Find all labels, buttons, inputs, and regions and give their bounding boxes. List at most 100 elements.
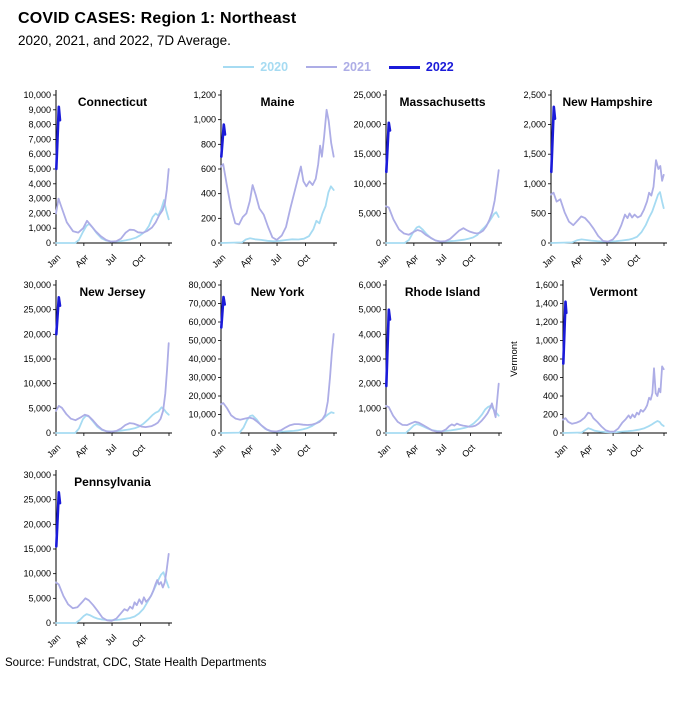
y-tick-label: 200 bbox=[201, 213, 216, 223]
y-tick-label: 30,000 bbox=[23, 280, 51, 290]
y-tick-label: 800 bbox=[543, 354, 558, 364]
y-tick-label: 0 bbox=[46, 618, 51, 628]
y-tick-label: 3,000 bbox=[358, 354, 381, 364]
legend-line-2021-icon bbox=[306, 66, 338, 68]
x-tick-label: Jan bbox=[375, 442, 392, 459]
y-tick-label: 3,000 bbox=[28, 194, 51, 204]
x-tick-label: Jan bbox=[540, 252, 557, 269]
y-tick-label: 20,000 bbox=[23, 329, 51, 339]
x-tick-label: Jul bbox=[598, 252, 613, 267]
y-tick-label: 600 bbox=[543, 373, 558, 383]
series-2020-line bbox=[220, 185, 335, 244]
y-tick-label: 15,000 bbox=[353, 149, 381, 159]
y-tick-label: 600 bbox=[201, 164, 216, 174]
page-subtitle: 2020, 2021, and 2022, 7D Average. bbox=[18, 33, 231, 48]
chart-svg-maine: 0 200 400 600 800 1,000 1,200 Jan Apr Jul Oct Maine bbox=[193, 90, 337, 270]
chart-new-york: 0 10,000 20,000 30,000 40,000 50,000 60,000 70,… bbox=[175, 275, 340, 465]
chart-massachusetts: 0 5,000 10,000 15,000 20,000 25,000 Jan Apr Jul O… bbox=[340, 85, 505, 275]
x-tick-label: Jan bbox=[375, 252, 392, 269]
y-tick-label: 400 bbox=[201, 189, 216, 199]
y-tick-label: 2,000 bbox=[358, 379, 381, 389]
y-tick-label: 4,000 bbox=[358, 329, 381, 339]
series-2021-line bbox=[55, 342, 170, 433]
y-tick-label: 1,000 bbox=[193, 115, 216, 125]
x-tick-label: Jul bbox=[433, 252, 448, 267]
y-tick-label: 5,000 bbox=[358, 305, 381, 315]
legend-label-2020: 2020 bbox=[260, 60, 289, 74]
legend-line-2020-icon bbox=[223, 66, 255, 68]
series-2020-line bbox=[562, 420, 665, 434]
y-tick-label: 400 bbox=[543, 391, 558, 401]
series-2022-line bbox=[384, 308, 392, 388]
chart-title: Pennsylvania bbox=[74, 475, 151, 489]
series-2022-line bbox=[384, 121, 392, 174]
series-2022-line bbox=[219, 295, 227, 329]
y-tick-label: 10,000 bbox=[23, 379, 51, 389]
series-2021-line bbox=[220, 333, 335, 433]
chart-new-jersey: 0 5,000 10,000 15,000 20,000 25,000 30,000 Jan A… bbox=[10, 275, 175, 465]
legend-item-2021: 2021 bbox=[306, 60, 371, 74]
legend-item-2020: 2020 bbox=[223, 60, 288, 74]
y-tick-label: 9,000 bbox=[28, 105, 51, 115]
y-tick-label: 0 bbox=[376, 428, 381, 438]
y-tick-label: 0 bbox=[46, 428, 51, 438]
legend-line-2022-icon bbox=[388, 65, 420, 69]
series-2020-line bbox=[55, 571, 170, 624]
legend: 2020 2021 2022 bbox=[0, 59, 677, 75]
y-tick-label: 0 bbox=[211, 238, 216, 248]
x-tick-label: Jul bbox=[433, 442, 448, 457]
y-tick-label: 6,000 bbox=[358, 280, 381, 290]
legend-item-2022: 2022 bbox=[388, 60, 454, 74]
x-tick-label: Apr bbox=[73, 632, 90, 649]
chart-title: New Jersey bbox=[79, 285, 145, 299]
chart-svg-new-york: 0 10,000 20,000 30,000 40,000 50,000 60,000 70,… bbox=[188, 280, 337, 460]
page-title: COVID CASES: Region 1: Northeast bbox=[18, 10, 297, 27]
series-2021-line bbox=[55, 168, 170, 243]
source-note: Source: Fundstrat, CDC, State Health Dep… bbox=[5, 657, 267, 669]
x-tick-label: Apr bbox=[568, 252, 585, 269]
x-tick-label: Apr bbox=[403, 252, 420, 269]
chart-title: Massachusetts bbox=[399, 95, 485, 109]
y-tick-label: 0 bbox=[553, 428, 558, 438]
x-tick-label: Oct bbox=[130, 442, 147, 459]
y-tick-label: 5,000 bbox=[28, 593, 51, 603]
chart-svg-vermont: 0 200 400 600 800 1,000 1,200 1,400 1,600 Jan Apr J… bbox=[509, 280, 667, 460]
series-2020-line bbox=[55, 199, 170, 244]
chart-maine: 0 200 400 600 800 1,000 1,200 Jan Apr Jul Oct Maine bbox=[175, 85, 340, 275]
x-tick-label: Apr bbox=[238, 252, 255, 269]
chart-rhode-island: 0 1,000 2,000 3,000 4,000 5,000 6,000 Jan Apr Jul… bbox=[340, 275, 505, 465]
series-2022-line bbox=[54, 490, 62, 548]
x-tick-label: Apr bbox=[238, 442, 255, 459]
y-tick-label: 30,000 bbox=[188, 373, 216, 383]
x-tick-label: Oct bbox=[625, 252, 642, 269]
series-2022-line bbox=[219, 123, 227, 158]
y-tick-label: 4,000 bbox=[28, 179, 51, 189]
y-tick-label: 50,000 bbox=[188, 336, 216, 346]
y-tick-label: 10,000 bbox=[188, 410, 216, 420]
series-2021-line bbox=[385, 169, 500, 243]
y-tick-label: 80,000 bbox=[188, 280, 216, 290]
series-2022-line bbox=[54, 295, 62, 336]
y-tick-label: 0 bbox=[541, 238, 546, 248]
y-tick-label: 20,000 bbox=[353, 120, 381, 130]
x-tick-label: Jul bbox=[268, 442, 283, 457]
x-tick-label: Apr bbox=[403, 442, 420, 459]
chart-pennsylvania: 0 5,000 10,000 15,000 20,000 25,000 30,000 Jan A… bbox=[10, 465, 175, 655]
y-tick-label: 20,000 bbox=[188, 391, 216, 401]
chart-title: Maine bbox=[260, 95, 294, 109]
chart-connecticut: 0 1,000 2,000 3,000 4,000 5,000 6,000 7,000 8,00… bbox=[10, 85, 175, 275]
series-2021-line bbox=[385, 382, 500, 433]
y-tick-label: 10,000 bbox=[23, 90, 51, 100]
chart-svg-new-hampshire: 0 500 1,000 1,500 2,000 2,500 Jan Apr Jul Oct New … bbox=[523, 90, 667, 270]
y-tick-label: 1,000 bbox=[358, 403, 381, 413]
x-tick-label: Oct bbox=[460, 252, 477, 269]
x-tick-label: Jan bbox=[45, 442, 62, 459]
x-tick-label: Jan bbox=[45, 252, 62, 269]
series-2022-line bbox=[561, 300, 568, 365]
y-tick-label: 20,000 bbox=[23, 519, 51, 529]
x-tick-label: Jan bbox=[210, 442, 227, 459]
y-tick-label: 6,000 bbox=[28, 149, 51, 159]
y-tick-label: 7,000 bbox=[28, 134, 51, 144]
y-tick-label: 1,200 bbox=[535, 317, 558, 327]
x-tick-label: Jul bbox=[103, 252, 118, 267]
